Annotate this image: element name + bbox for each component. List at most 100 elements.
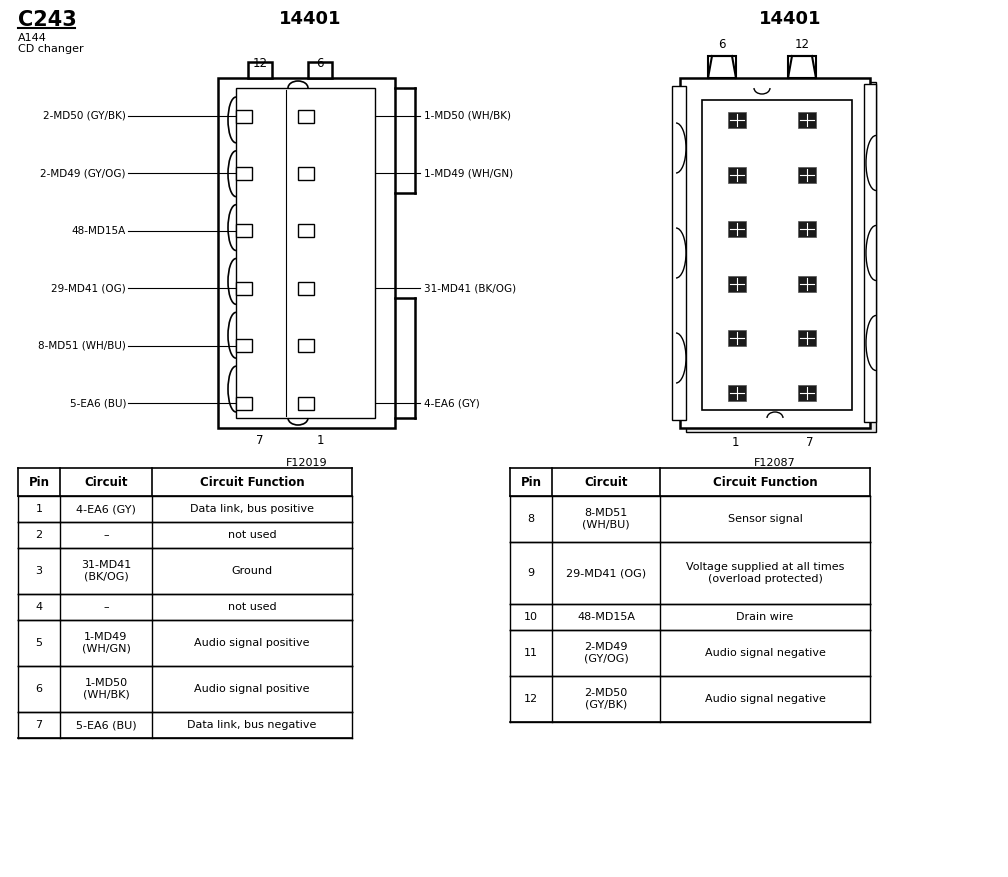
- Text: Audio signal negative: Audio signal negative: [705, 694, 826, 704]
- Text: 2: 2: [35, 530, 42, 540]
- Text: Circuit: Circuit: [85, 475, 128, 488]
- Bar: [308, 62, 332, 78]
- Text: 2-MD50
(GY/BK): 2-MD50 (GY/BK): [585, 688, 628, 709]
- Text: 1: 1: [731, 436, 739, 449]
- Bar: [510, 630, 870, 676]
- Text: –: –: [103, 530, 109, 540]
- Text: 2-MD50 (GY/BK): 2-MD50 (GY/BK): [43, 111, 126, 121]
- Text: 31-MD41
(BK/OG): 31-MD41 (BK/OG): [81, 560, 131, 581]
- Text: 4: 4: [35, 602, 42, 612]
- Text: not used: not used: [228, 602, 276, 612]
- Bar: [298, 396, 314, 410]
- Bar: [236, 339, 252, 352]
- Text: 5-EA6 (BU): 5-EA6 (BU): [70, 398, 126, 408]
- Text: 1: 1: [35, 504, 42, 514]
- Text: F12019: F12019: [285, 458, 328, 468]
- Bar: [510, 676, 870, 722]
- Bar: [236, 396, 252, 410]
- Text: 1: 1: [317, 434, 324, 447]
- Bar: [18, 496, 352, 522]
- Text: F12087: F12087: [754, 458, 796, 468]
- Text: 8-MD51 (WH/BU): 8-MD51 (WH/BU): [38, 340, 126, 351]
- Bar: [680, 78, 870, 428]
- Bar: [236, 282, 252, 295]
- Bar: [298, 110, 314, 123]
- Text: Audio signal positive: Audio signal positive: [195, 638, 309, 648]
- Text: A144: A144: [18, 33, 47, 43]
- Text: 2-MD49 (GY/OG): 2-MD49 (GY/OG): [40, 168, 126, 178]
- Text: 4-EA6 (GY): 4-EA6 (GY): [76, 504, 136, 514]
- Text: 29-MD41 (OG): 29-MD41 (OG): [565, 568, 646, 578]
- Bar: [510, 604, 870, 630]
- Bar: [728, 275, 746, 292]
- Bar: [18, 522, 352, 548]
- Text: not used: not used: [228, 530, 276, 540]
- Text: 3: 3: [35, 566, 42, 576]
- Bar: [510, 542, 870, 604]
- Bar: [18, 548, 352, 594]
- Text: Circuit Function: Circuit Function: [713, 475, 817, 488]
- Bar: [798, 112, 816, 128]
- Bar: [798, 221, 816, 237]
- Bar: [864, 84, 876, 422]
- Bar: [728, 167, 746, 182]
- Text: 48-MD15A: 48-MD15A: [72, 225, 126, 236]
- Text: Pin: Pin: [520, 475, 541, 488]
- Text: Drain wire: Drain wire: [737, 612, 793, 622]
- Bar: [728, 221, 746, 237]
- Text: 14401: 14401: [759, 10, 822, 28]
- Text: 10: 10: [524, 612, 538, 622]
- Bar: [728, 385, 746, 401]
- Bar: [798, 331, 816, 346]
- Text: –: –: [103, 602, 109, 612]
- Text: 29-MD41 (OG): 29-MD41 (OG): [51, 283, 126, 293]
- Bar: [798, 385, 816, 401]
- Text: 9: 9: [527, 568, 534, 578]
- Bar: [18, 620, 352, 666]
- Bar: [702, 100, 852, 410]
- Text: 4-EA6 (GY): 4-EA6 (GY): [424, 398, 480, 408]
- Text: 12: 12: [524, 694, 538, 704]
- Text: Voltage supplied at all times
(overload protected): Voltage supplied at all times (overload …: [685, 562, 844, 584]
- Text: Audio signal negative: Audio signal negative: [705, 648, 826, 658]
- Text: 12: 12: [252, 57, 267, 70]
- Text: 7: 7: [256, 434, 264, 447]
- Text: Ground: Ground: [232, 566, 272, 576]
- Bar: [686, 82, 876, 432]
- Bar: [298, 167, 314, 180]
- Bar: [672, 86, 686, 420]
- Text: 7: 7: [806, 436, 813, 449]
- Bar: [708, 56, 736, 78]
- Text: 7: 7: [35, 720, 42, 730]
- Text: 11: 11: [524, 648, 538, 658]
- Bar: [798, 275, 816, 292]
- Bar: [18, 468, 352, 496]
- Bar: [298, 339, 314, 352]
- Bar: [788, 56, 816, 78]
- Text: 6: 6: [317, 57, 324, 70]
- Bar: [18, 712, 352, 738]
- Bar: [236, 88, 375, 418]
- Bar: [236, 110, 252, 123]
- Text: 5: 5: [35, 638, 42, 648]
- Bar: [18, 594, 352, 620]
- Text: 1-MD50
(WH/BK): 1-MD50 (WH/BK): [83, 678, 129, 700]
- Bar: [728, 331, 746, 346]
- Bar: [18, 666, 352, 712]
- Text: C243: C243: [18, 10, 77, 30]
- Bar: [798, 167, 816, 182]
- Bar: [218, 78, 395, 428]
- Text: 8: 8: [527, 514, 534, 524]
- Text: 6: 6: [35, 684, 42, 694]
- Text: Circuit: Circuit: [585, 475, 628, 488]
- Text: 2-MD49
(GY/OG): 2-MD49 (GY/OG): [584, 642, 628, 664]
- Text: 1-MD49 (WH/GN): 1-MD49 (WH/GN): [424, 168, 513, 178]
- Bar: [236, 225, 252, 238]
- Bar: [248, 62, 272, 78]
- Text: 8-MD51
(WH/BU): 8-MD51 (WH/BU): [583, 508, 630, 530]
- Text: Pin: Pin: [28, 475, 49, 488]
- Text: Circuit Function: Circuit Function: [200, 475, 304, 488]
- Bar: [510, 496, 870, 542]
- Text: Data link, bus positive: Data link, bus positive: [190, 504, 314, 514]
- Text: 1-MD50 (WH/BK): 1-MD50 (WH/BK): [424, 111, 511, 121]
